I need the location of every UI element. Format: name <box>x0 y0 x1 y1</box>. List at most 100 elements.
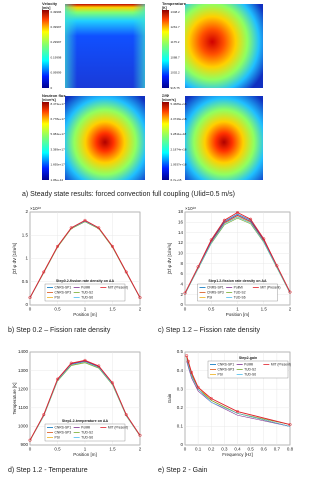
data-point <box>69 361 73 365</box>
y-tick-label: 4 <box>180 282 183 287</box>
colorbar-label: 0.49996 <box>51 10 62 14</box>
colorbar-label: 915.75 <box>171 86 181 90</box>
panel-unit: [m/s] <box>42 6 50 10</box>
y-tick-label: 1.5 <box>22 232 29 237</box>
data-point <box>288 422 292 427</box>
legend-label: PSI <box>55 295 60 299</box>
data-point <box>55 377 60 381</box>
legend-label: CNRS-SP3 <box>218 367 235 371</box>
y-tick-label: 2 <box>180 292 183 297</box>
y-multiplier: ×10¹⁸ <box>30 206 41 211</box>
x-tick-label: 1.5 <box>109 307 116 312</box>
y-tick-label: 0 <box>180 302 183 307</box>
x-tick-label: 0 <box>29 307 32 312</box>
panel-title: Velocity <box>42 1 58 6</box>
colorbar <box>42 10 49 88</box>
data-point <box>209 238 213 242</box>
legend-label: PoliMi <box>234 285 243 289</box>
data-point <box>42 270 46 274</box>
legend-label: CNRS-SP3 <box>207 290 224 294</box>
data-point <box>28 438 32 442</box>
legend-label: CNRS-SP1 <box>55 285 72 289</box>
legend-box <box>207 360 289 379</box>
data-point <box>28 296 32 300</box>
fission-map <box>185 96 263 180</box>
legend-label: PoliMi <box>244 362 253 366</box>
y-tick-label: 0.2 <box>177 405 184 410</box>
colorbar-label: 6.778e+17 <box>51 117 66 121</box>
legend-box <box>44 423 126 442</box>
y-tick-label: 0.5 <box>22 279 29 284</box>
caption: c) Step 1.2 – Fission rate density <box>158 327 260 334</box>
y-tick-label: 14 <box>178 230 184 235</box>
legend-label: TUD-S6 <box>81 435 93 439</box>
panel-unit: [n/cm³s] <box>162 98 176 102</box>
data-point <box>55 244 60 248</box>
chart-title: Step2-gain <box>239 356 257 360</box>
x-tick-label: 0.3 <box>221 447 228 452</box>
legend-label: MIT (Present) <box>108 425 128 429</box>
colorbar <box>162 102 169 180</box>
series-line <box>184 214 291 294</box>
velocity-map-edge <box>65 4 145 88</box>
y-tick-label: 6 <box>180 271 183 276</box>
chart-title: Step1.2-fission rate density on AA <box>208 279 267 283</box>
data-point <box>110 244 115 248</box>
colorbar-label: 3.2811e+18 <box>171 132 187 136</box>
colorbar <box>42 102 49 180</box>
x-tick-label: 0.5 <box>247 447 254 452</box>
y-tick-label: 0.5 <box>177 349 184 354</box>
legend-label: TUD-S6 <box>81 295 93 299</box>
panel-unit: [n/cm²s] <box>42 98 56 102</box>
data-point <box>249 217 253 221</box>
y-tick-label: 1300 <box>18 368 29 373</box>
x-tick-label: 1 <box>84 307 87 312</box>
colorbar-label: 0.09999 <box>51 71 62 75</box>
colorbar-label: 5.084e+17 <box>51 132 66 136</box>
y-axis-label: ∫Σf φ dV [1/m³s] <box>12 243 17 275</box>
colorbar-label: 8.473e+17 <box>51 102 66 106</box>
data-point <box>185 354 189 358</box>
caption: e) Step 2 - Gain <box>158 467 208 474</box>
legend-label: TUD-S2 <box>244 367 256 371</box>
data-point <box>196 385 200 389</box>
series-line <box>29 359 141 441</box>
legend-label: TUD-S2 <box>81 290 93 294</box>
x-tick-label: 2 <box>139 307 142 312</box>
data-point <box>83 218 87 222</box>
x-tick-label: 0.7 <box>274 447 281 452</box>
x-tick-label: 1.5 <box>261 307 268 312</box>
x-tick-label: 0.1 <box>195 447 202 452</box>
legend-label: MIT (Present) <box>260 285 280 289</box>
caption: b) Step 0.2 – Fission rate density <box>8 327 111 334</box>
series-line <box>186 355 291 425</box>
colorbar-label: 2.1874e+18 <box>171 147 187 151</box>
colorbar-label: 4.3749e+18 <box>171 117 187 121</box>
y-tick-label: 18 <box>178 209 184 214</box>
colorbar-label: 0.19998 <box>51 55 62 59</box>
x-tick-label: 1.5 <box>109 447 116 452</box>
y-tick-label: 1000 <box>18 424 29 429</box>
x-axis-label: Position [m] <box>226 312 250 317</box>
data-point <box>124 270 128 274</box>
x-tick-label: 2 <box>139 447 142 452</box>
temperature-map <box>185 4 263 88</box>
chart-title: Step0.2-fission rate density on AA <box>56 279 115 283</box>
data-point <box>124 413 128 417</box>
caption: d) Step 1.2 - Temperature <box>8 467 88 474</box>
x-tick-label: 0 <box>184 307 187 312</box>
colorbar-label: 1261.7 <box>171 25 181 29</box>
data-point <box>288 290 292 294</box>
data-point <box>222 218 226 222</box>
y-axis-label: Temperature [K] <box>12 382 17 414</box>
y-tick-label: 0.1 <box>177 424 184 429</box>
legend-label: CNRS-SP3 <box>55 430 72 434</box>
legend-label: CNRS-SP1 <box>55 425 72 429</box>
y-tick-label: 1200 <box>18 386 29 391</box>
x-tick-label: 0.5 <box>54 307 61 312</box>
data-point <box>235 210 240 215</box>
data-point <box>190 370 194 375</box>
x-axis-label: Position [m] <box>73 452 97 457</box>
legend-box <box>197 283 278 302</box>
y-tick-label: 10 <box>178 251 184 256</box>
